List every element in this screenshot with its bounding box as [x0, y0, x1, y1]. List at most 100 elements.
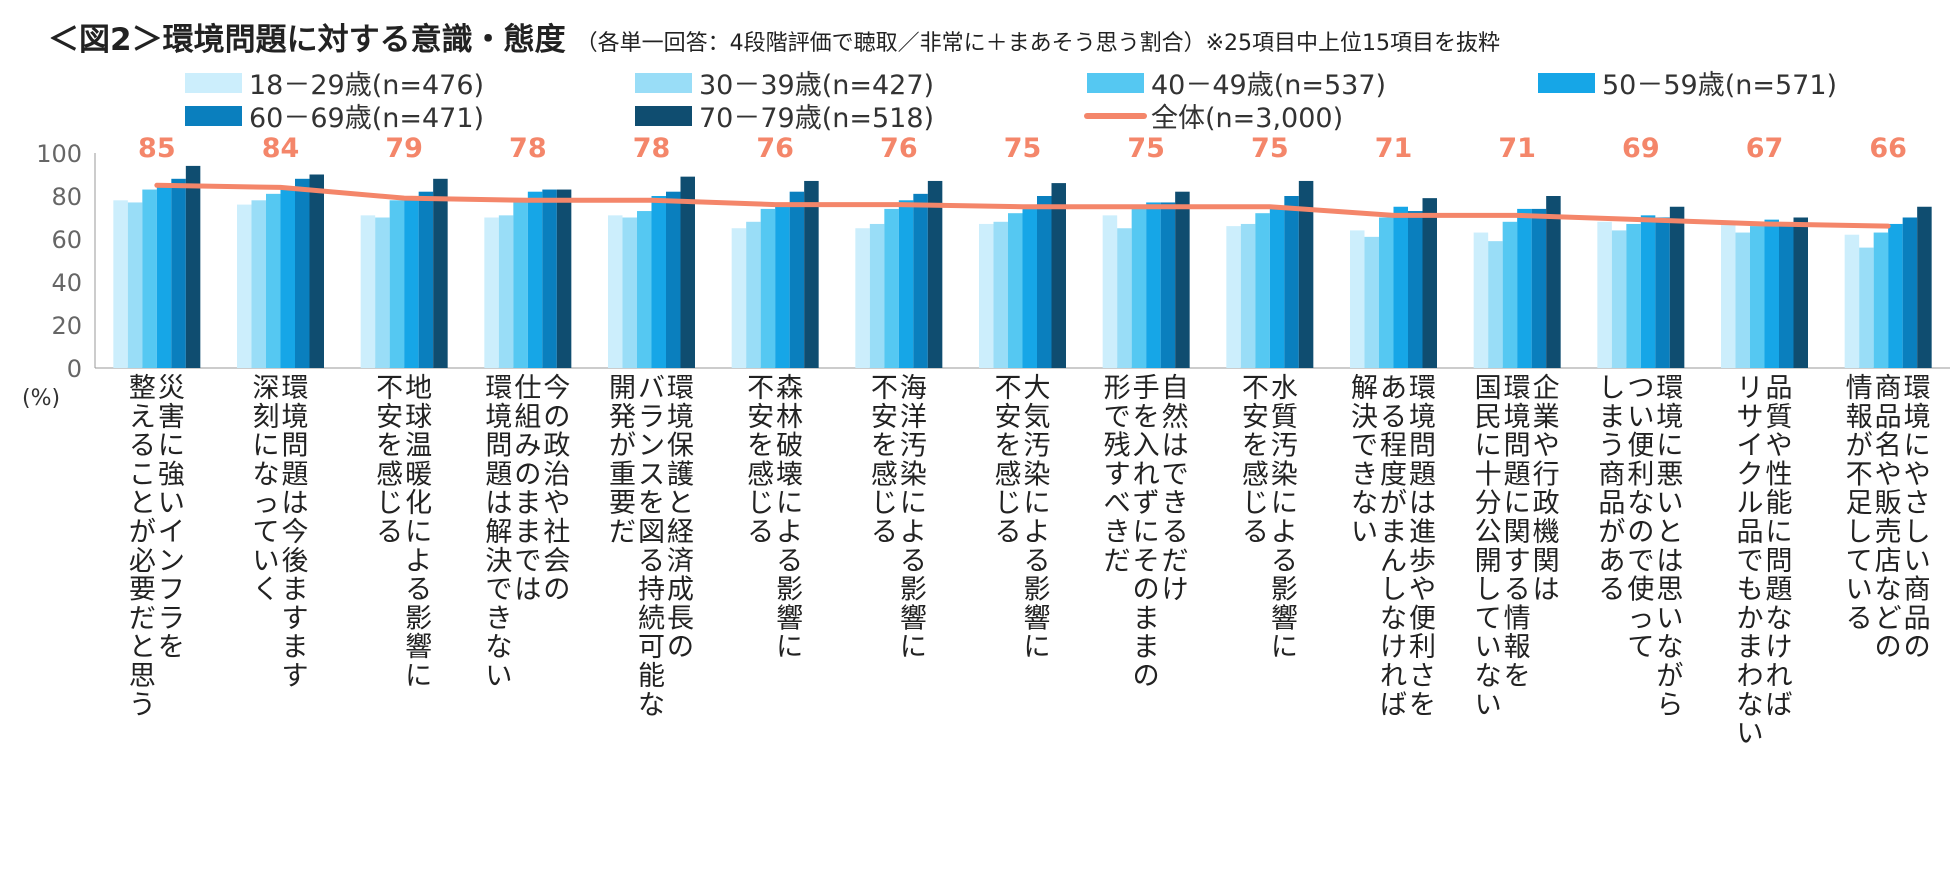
category-char: ば [1380, 690, 1407, 721]
category-char: つ [1627, 373, 1654, 404]
total-value-label-12: 71 [1498, 133, 1536, 164]
bar-3-6 [433, 178, 448, 368]
category-char: 商 [1904, 575, 1931, 606]
category-char: 水 [1271, 373, 1298, 404]
category-char: 開 [609, 373, 636, 404]
category-char: 影 [900, 575, 927, 606]
bar-9-2 [1117, 228, 1132, 368]
bar-5-4 [651, 196, 666, 368]
legend-swatch-4 [1538, 73, 1595, 93]
category-char: 題 [1504, 459, 1531, 490]
bar-1-3 [142, 189, 157, 368]
category-char: 題 [485, 459, 512, 490]
category-char: が [1598, 517, 1625, 548]
category-char: 悪 [1656, 459, 1683, 490]
bar-9-6 [1175, 191, 1190, 368]
chart-subtitle: （各単一回答：4段階評価で聴取／非常に＋まあそう思う割合）※25項目中上位15項… [575, 31, 1500, 56]
category-char: 開 [1475, 546, 1502, 577]
category-char: を [1504, 661, 1531, 692]
legend-swatch-1 [185, 73, 242, 93]
category-char: 品 [1766, 373, 1793, 404]
bar-2-3 [266, 193, 281, 368]
bar-10-5 [1284, 196, 1299, 368]
bar-7-2 [869, 223, 885, 368]
category-char: で [1351, 431, 1378, 462]
category-char: 強 [158, 459, 185, 490]
category-char: は [485, 488, 512, 519]
category-char: は [282, 488, 309, 519]
category-char: る [1271, 546, 1298, 577]
total-value-label-7: 76 [880, 133, 918, 164]
category-char: 足 [1846, 488, 1873, 519]
category-char: ば [1766, 690, 1793, 721]
category-char: が [1656, 661, 1683, 692]
bar-5-3 [637, 211, 652, 368]
category-char: 影 [405, 603, 432, 634]
category-char: べ [1104, 488, 1131, 519]
category-char: い [1846, 575, 1873, 606]
category-char: は [1162, 431, 1189, 462]
bar-10-1 [1226, 226, 1241, 368]
category-char: な [638, 690, 665, 721]
bar-8-5 [1037, 196, 1052, 368]
category-char: し [1904, 517, 1931, 548]
category-char: を [747, 431, 774, 462]
category-char: 響 [1271, 603, 1298, 634]
bar-2-1 [237, 204, 252, 368]
category-char: 題 [1409, 459, 1436, 490]
bar-2-2 [251, 200, 266, 368]
bar-4-6 [556, 189, 572, 368]
category-char: 品 [1904, 603, 1931, 634]
category-char: 境 [282, 402, 309, 433]
category-char: で [514, 546, 541, 577]
category-char: る [995, 517, 1022, 548]
category-char: イ [1737, 431, 1764, 462]
category-char: が [609, 431, 636, 462]
category-char: け [1162, 575, 1189, 606]
category-char: 質 [1766, 402, 1793, 433]
category-char: き [1351, 459, 1378, 490]
bar-14-2 [1735, 232, 1750, 368]
category-char: ま [1598, 402, 1625, 433]
category-char: ラ [158, 603, 185, 634]
bar-7-1 [855, 228, 870, 368]
category-char: を [1242, 431, 1269, 462]
category-char: 不 [995, 373, 1022, 404]
bar-3-5 [418, 191, 434, 368]
category-char: 可 [638, 632, 665, 663]
category-char: て [253, 517, 280, 548]
category-char: だ [609, 517, 636, 548]
bar-7-6 [927, 180, 943, 368]
category-char: 使 [1627, 575, 1654, 606]
category-char: 安 [1242, 402, 1269, 433]
category-char: 感 [376, 459, 403, 490]
category-char: に [253, 431, 280, 462]
category-char: 境 [1656, 402, 1683, 433]
legend-label-4: 50－59歳(n=571) [1602, 70, 1837, 101]
category-char: 不 [1242, 373, 1269, 404]
category-char: な [1656, 632, 1683, 663]
category-char: れ [1133, 459, 1160, 490]
bar-1-2 [127, 202, 143, 368]
total-value-label-4: 78 [509, 133, 547, 164]
bar-10-6 [1298, 180, 1314, 368]
category-char: る [1380, 402, 1407, 433]
category-char: や [543, 488, 570, 519]
category-char: ラ [638, 402, 665, 433]
category-char: 問 [1504, 431, 1531, 462]
bar-9-5 [1160, 202, 1176, 368]
category-char: 分 [1475, 488, 1502, 519]
category-char: 解 [1351, 373, 1378, 404]
category-char: い [1904, 546, 1931, 577]
category-char: 洋 [900, 402, 927, 433]
category-char: 解 [485, 517, 512, 548]
category-char: あ [1380, 373, 1407, 404]
category-char: 球 [405, 402, 432, 433]
category-char: に [1271, 632, 1298, 663]
category-char: が [1380, 488, 1407, 519]
category-char: 要 [609, 488, 636, 519]
